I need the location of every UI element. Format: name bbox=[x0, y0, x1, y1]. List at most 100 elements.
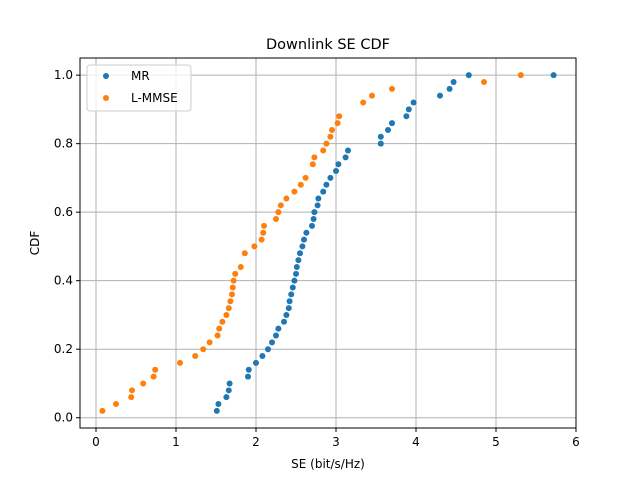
data-point bbox=[285, 305, 292, 312]
data-point bbox=[219, 318, 226, 325]
y-axis-label: CDF bbox=[28, 231, 42, 256]
y-tick-label: 0.8 bbox=[54, 137, 73, 151]
data-point bbox=[309, 222, 315, 229]
data-point bbox=[389, 85, 395, 92]
data-point bbox=[261, 222, 267, 229]
data-point bbox=[311, 154, 318, 161]
x-tick-label: 3 bbox=[332, 435, 340, 449]
data-point bbox=[232, 270, 239, 277]
data-point bbox=[329, 126, 335, 133]
data-point bbox=[128, 394, 135, 401]
data-point bbox=[259, 353, 266, 360]
data-point bbox=[273, 216, 279, 223]
data-point bbox=[320, 147, 327, 154]
data-point bbox=[291, 188, 298, 195]
data-point bbox=[335, 161, 342, 168]
data-point bbox=[323, 140, 330, 147]
data-point bbox=[345, 147, 351, 154]
series-mr bbox=[213, 72, 557, 414]
legend-marker-mr bbox=[103, 73, 109, 79]
data-point bbox=[334, 120, 341, 127]
data-point bbox=[437, 92, 443, 99]
data-point bbox=[295, 257, 302, 264]
data-point bbox=[369, 92, 375, 99]
data-point bbox=[129, 387, 135, 394]
data-point bbox=[226, 380, 233, 387]
data-point bbox=[152, 366, 159, 373]
data-point bbox=[251, 243, 258, 250]
x-tick-label: 4 bbox=[412, 435, 420, 449]
data-point bbox=[245, 366, 252, 373]
data-point bbox=[260, 229, 267, 236]
data-point bbox=[269, 339, 275, 346]
y-tick-label: 0.0 bbox=[54, 411, 73, 425]
data-point bbox=[320, 188, 327, 195]
data-point bbox=[481, 78, 487, 85]
data-point bbox=[465, 72, 472, 79]
x-tick-label: 5 bbox=[492, 435, 500, 449]
data-point bbox=[293, 263, 300, 270]
chart-title: Downlink SE CDF bbox=[266, 37, 390, 53]
legend-box bbox=[86, 64, 192, 112]
data-point bbox=[311, 209, 318, 216]
data-point bbox=[299, 243, 306, 250]
data-point bbox=[258, 236, 265, 243]
data-point bbox=[389, 120, 395, 127]
data-point bbox=[291, 277, 298, 284]
data-point bbox=[410, 99, 417, 106]
data-point bbox=[283, 311, 290, 318]
data-point bbox=[213, 407, 220, 414]
data-point bbox=[265, 346, 271, 353]
data-point bbox=[286, 298, 293, 305]
y-tick-label: 0.2 bbox=[54, 342, 73, 356]
data-point bbox=[245, 373, 251, 380]
data-point bbox=[223, 311, 230, 318]
data-point bbox=[275, 325, 282, 332]
data-point bbox=[309, 161, 316, 168]
data-point bbox=[140, 380, 147, 387]
data-point bbox=[377, 140, 384, 147]
data-point bbox=[225, 387, 232, 394]
grid bbox=[80, 58, 577, 428]
ticks: 0 1 2 3 4 5 6 0.0 0.2 0.4 0.6 0.8 1.0 bbox=[54, 68, 580, 449]
data-point bbox=[405, 106, 412, 113]
x-axis-label: SE (bit/s/Hz) bbox=[291, 457, 365, 471]
data-point bbox=[450, 78, 457, 85]
data-point bbox=[303, 229, 310, 236]
data-point bbox=[283, 195, 290, 202]
data-point bbox=[227, 298, 234, 305]
data-point bbox=[323, 181, 330, 188]
data-point bbox=[297, 250, 303, 257]
data-point bbox=[446, 85, 453, 92]
x-tick-label: 2 bbox=[252, 435, 260, 449]
data-point bbox=[99, 407, 106, 414]
data-point bbox=[289, 284, 296, 291]
data-point bbox=[215, 401, 222, 408]
series-layer bbox=[99, 72, 557, 414]
data-point bbox=[113, 401, 119, 408]
data-point bbox=[327, 174, 334, 181]
data-point bbox=[241, 250, 248, 257]
data-point bbox=[192, 353, 199, 360]
data-point bbox=[230, 277, 237, 284]
data-point bbox=[342, 154, 349, 161]
legend: MR L-MMSE bbox=[86, 64, 192, 112]
data-point bbox=[336, 113, 343, 120]
data-point bbox=[177, 359, 183, 366]
data-point bbox=[301, 236, 307, 243]
data-point bbox=[237, 263, 244, 270]
data-point bbox=[314, 202, 321, 209]
data-point bbox=[360, 99, 367, 106]
legend-label-mr: MR bbox=[131, 69, 150, 83]
data-point bbox=[275, 209, 282, 216]
y-tick-label: 0.6 bbox=[54, 205, 73, 219]
legend-label-l-mmse: L-MMSE bbox=[131, 91, 178, 105]
data-point bbox=[517, 72, 524, 79]
data-point bbox=[288, 291, 295, 298]
data-point bbox=[223, 394, 230, 401]
data-point bbox=[310, 216, 317, 223]
legend-marker-l-mmse bbox=[103, 95, 109, 101]
data-point bbox=[225, 305, 232, 312]
data-point bbox=[277, 202, 284, 209]
